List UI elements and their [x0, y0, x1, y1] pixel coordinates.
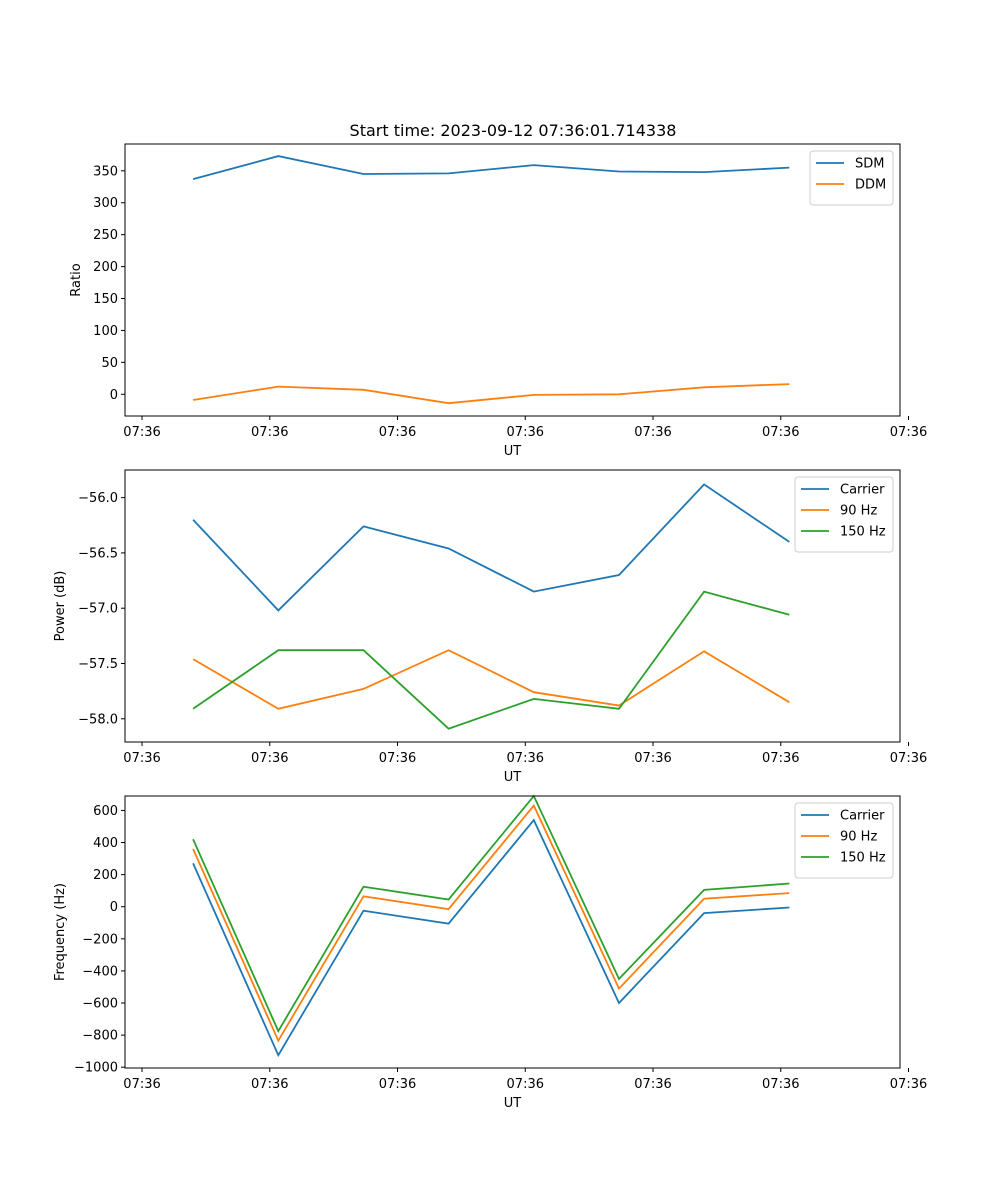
x-tick-label: 07:36	[634, 1077, 671, 1092]
y-axis-label: Frequency (Hz)	[53, 883, 68, 981]
x-axis-label: UT	[504, 770, 522, 785]
chart-panel-3: 07:36 07:36 07:36 07:36 07:36 07:36 07:36 −1000…	[53, 794, 927, 1111]
x-tick-label: 07:36	[379, 751, 416, 766]
x-tick-label: 07:36	[507, 425, 544, 440]
x-tick-label: 07:36	[890, 425, 927, 440]
y-tick-label: 350	[93, 164, 118, 179]
legend-label: SDM	[855, 157, 884, 172]
axes-frame	[124, 795, 901, 1069]
y-tick-label: −200	[82, 932, 118, 947]
x-tick-label: 07:36	[762, 751, 799, 766]
chart-panel-2: 07:36 07:36 07:36 07:36 07:36 07:36 07:36 −58.0…	[53, 469, 927, 785]
legend-box	[794, 802, 894, 879]
y-tick-label: 0	[110, 900, 118, 915]
x-tick-label: 07:36	[379, 1077, 416, 1092]
series-line-carrier	[192, 818, 790, 1058]
y-tick-label: 50	[101, 356, 118, 371]
y-tick-label: −58.0	[78, 712, 118, 727]
x-tick-label: 07:36	[890, 1077, 927, 1092]
legend-label: 90 Hz	[840, 504, 877, 519]
legend-label: 150 Hz	[840, 851, 886, 866]
y-tick-label: 200	[93, 868, 118, 883]
legend-label: Carrier	[840, 809, 885, 824]
y-tick-label: −56.0	[78, 491, 118, 506]
x-tick-label: 07:36	[634, 425, 671, 440]
legend-box	[794, 476, 894, 553]
x-tick-label: 07:36	[507, 1077, 544, 1092]
legend-box	[809, 150, 894, 206]
x-tick-label: 07:36	[123, 751, 160, 766]
y-axis-label: Ratio	[69, 263, 84, 296]
figure-title: Start time: 2023-09-12 07:36:01.714338	[350, 121, 677, 140]
legend-label: Carrier	[840, 483, 885, 498]
x-tick-label: 07:36	[251, 425, 288, 440]
y-tick-label: −56.5	[78, 546, 118, 561]
y-tick-label: 600	[93, 804, 118, 819]
y-tick-label: 300	[93, 196, 118, 211]
x-axis-label: UT	[504, 1096, 522, 1111]
legend-label: 90 Hz	[840, 830, 877, 845]
y-tick-label: 0	[110, 388, 118, 403]
x-tick-label: 07:36	[634, 751, 671, 766]
series-line-150-hz	[192, 590, 790, 730]
chart-panel-1: 07:36 07:36 07:36 07:36 07:36 07:36 07:36 0 50 10…	[69, 143, 927, 459]
y-tick-label: −600	[82, 997, 118, 1012]
x-tick-label: 07:36	[762, 425, 799, 440]
x-tick-label: 07:36	[123, 425, 160, 440]
y-tick-label: 250	[93, 228, 118, 243]
y-tick-label: −57.5	[78, 657, 118, 672]
legend: Carrier 90 Hz 150 Hz	[794, 476, 894, 553]
legend: Carrier 90 Hz 150 Hz	[794, 802, 894, 879]
y-tick-label: 400	[93, 836, 118, 851]
y-tick-label: 100	[93, 324, 118, 339]
series-line-sdm	[192, 155, 790, 180]
x-axis-label: UT	[504, 444, 522, 459]
x-tick-label: 07:36	[123, 1077, 160, 1092]
x-tick-label: 07:36	[251, 1077, 288, 1092]
series-line-90-hz	[192, 803, 790, 1043]
series-line-150-hz	[192, 794, 790, 1034]
legend: SDM DDM	[809, 150, 894, 206]
axes-frame	[124, 469, 901, 743]
y-tick-label: −800	[82, 1029, 118, 1044]
y-tick-label: 200	[93, 260, 118, 275]
x-tick-label: 07:36	[379, 425, 416, 440]
y-tick-label: −57.0	[78, 602, 118, 617]
series-line-90-hz	[192, 649, 790, 710]
series-line-carrier	[192, 483, 790, 612]
y-tick-label: −1000	[74, 1061, 118, 1076]
x-tick-label: 07:36	[890, 751, 927, 766]
y-tick-label: −400	[82, 964, 118, 979]
legend-label: 150 Hz	[840, 525, 886, 540]
legend-label: DDM	[855, 178, 886, 193]
panels: 07:36 07:36 07:36 07:36 07:36 07:36 07:36 0 50 10…	[53, 143, 927, 1111]
x-tick-label: 07:36	[762, 1077, 799, 1092]
x-tick-label: 07:36	[507, 751, 544, 766]
series-line-ddm	[192, 383, 790, 405]
x-tick-label: 07:36	[251, 751, 288, 766]
y-tick-label: 150	[93, 292, 118, 307]
y-axis-label: Power (dB)	[53, 571, 68, 642]
axes-frame	[124, 143, 901, 417]
